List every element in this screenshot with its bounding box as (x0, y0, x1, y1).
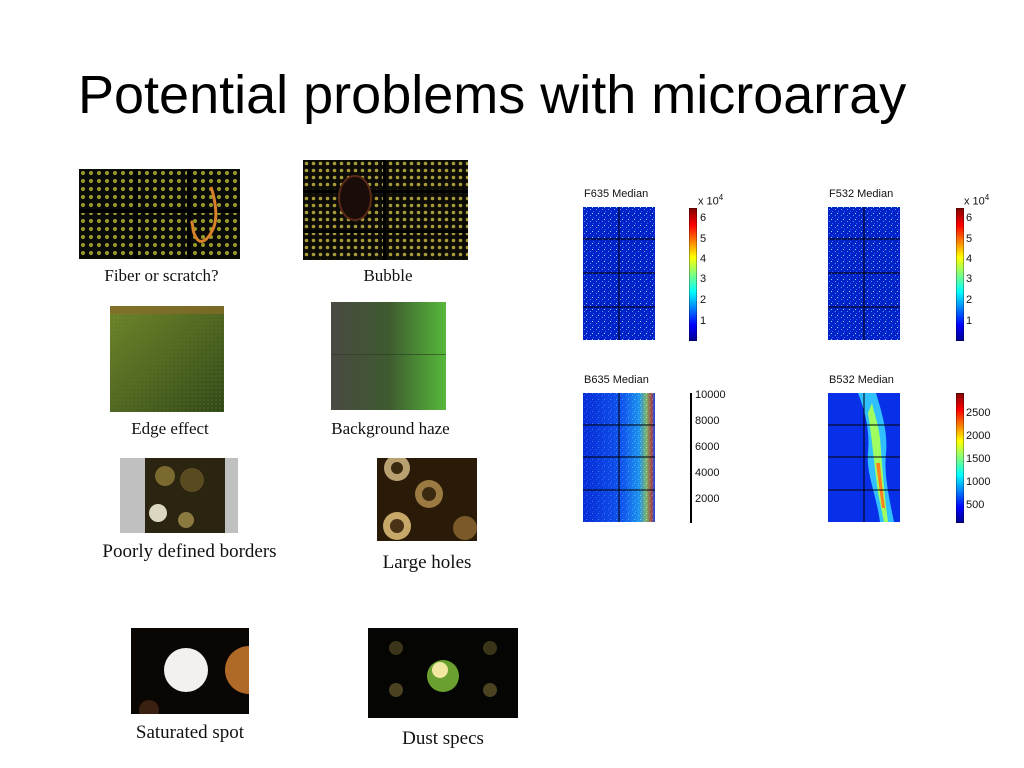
tick-f635-4: 4 (700, 253, 707, 265)
colorbar-axis-b635 (690, 393, 692, 523)
tick-f532-6: 6 (966, 212, 973, 224)
caption-haze: Background haze (331, 419, 450, 438)
tick-b532-1500: 1500 (966, 453, 991, 465)
tick-f532-2: 2 (966, 294, 973, 306)
dust-specs-image (368, 628, 518, 718)
heatmap-f532 (828, 207, 900, 340)
heatmap-b635 (583, 393, 655, 522)
tick-f635-2: 2 (700, 294, 707, 306)
tick-b635-2000: 2000 (695, 493, 720, 505)
tick-b635-6000: 6000 (695, 441, 720, 453)
colorbar-multiplier-f635: x 104 (698, 193, 724, 208)
bubble-image (303, 160, 468, 260)
tick-f532-5: 5 (966, 233, 973, 245)
tick-f532-4: 4 (966, 253, 973, 265)
tick-f532-3: 3 (966, 273, 973, 285)
tick-b532-1000: 1000 (966, 476, 991, 488)
slide-title: Potential problems with microarray (78, 65, 907, 125)
colorbar-multiplier-f532: x 104 (964, 193, 990, 208)
caption-fiber: Fiber or scratch? (104, 266, 219, 285)
heatmap-b532 (828, 393, 900, 522)
tick-b635-10000: 10000 (695, 389, 726, 401)
plot-title-b635: B635 Median (584, 374, 649, 386)
tick-b532-2500: 2500 (966, 407, 991, 419)
caption-dust: Dust specs (402, 728, 484, 749)
caption-edge: Edge effect (131, 419, 209, 438)
caption-holes: Large holes (382, 552, 472, 573)
tick-b635-4000: 4000 (695, 467, 720, 479)
colorbar-b532 (956, 393, 964, 523)
fiber-scratch-image (79, 169, 240, 259)
caption-saturated: Saturated spot (135, 722, 245, 743)
heatmap-f635 (583, 207, 655, 340)
caption-borders: Poorly defined borders (102, 541, 277, 562)
tick-f635-1: 1 (700, 315, 707, 327)
colorbar-f635 (689, 208, 697, 341)
saturated-spot-image (131, 628, 249, 714)
large-holes-image (377, 458, 477, 541)
edge-effect-image (110, 306, 224, 412)
tick-b532-500: 500 (966, 499, 985, 511)
poorly-defined-borders-image (120, 458, 238, 533)
tick-f532-1: 1 (966, 315, 973, 327)
tick-f635-3: 3 (700, 273, 707, 285)
colorbar-f532 (956, 208, 964, 341)
tick-b532-2000: 2000 (966, 430, 991, 442)
background-haze-image (331, 302, 446, 410)
tick-b635-8000: 8000 (695, 415, 720, 427)
tick-f635-6: 6 (700, 212, 707, 224)
tick-f635-5: 5 (700, 233, 707, 245)
plot-title-f635: F635 Median (584, 188, 649, 200)
plot-title-f532: F532 Median (829, 188, 894, 200)
caption-bubble: Bubble (363, 266, 413, 285)
plot-title-b532: B532 Median (829, 374, 894, 386)
